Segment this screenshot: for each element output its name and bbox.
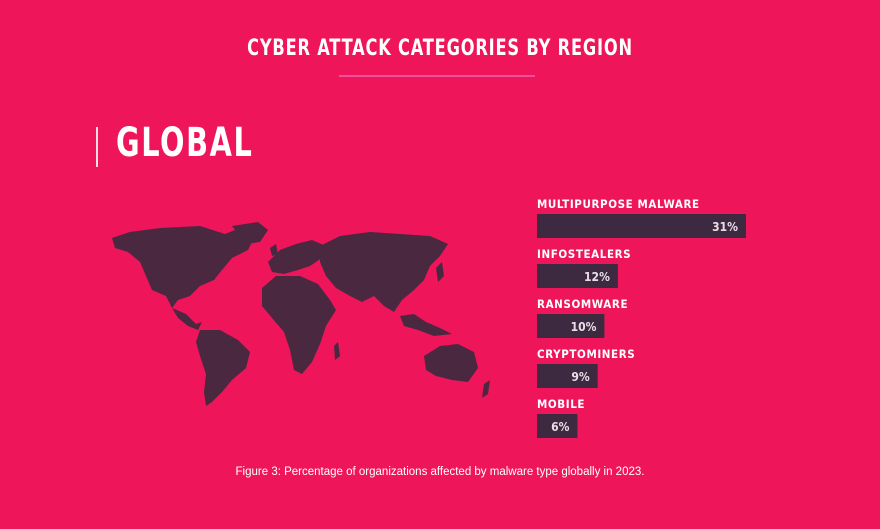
map-south-america	[196, 330, 250, 406]
region-accent-line	[96, 127, 98, 167]
map-madagascar	[334, 342, 340, 360]
value-label: 10%	[571, 320, 597, 334]
bar	[537, 314, 605, 338]
bar	[537, 264, 618, 288]
map-japan	[436, 262, 444, 282]
bar	[537, 364, 598, 388]
value-label: 12%	[584, 270, 610, 284]
map-africa	[262, 276, 336, 374]
map-north-america	[112, 226, 255, 308]
category-label: INFOSTEALERS	[537, 247, 631, 261]
map-new-zealand	[482, 380, 490, 398]
map-central-america	[172, 308, 202, 330]
map-australia	[424, 344, 478, 382]
map-europe	[268, 240, 326, 274]
world-map	[112, 222, 490, 406]
map-greenland	[232, 222, 268, 244]
category-label: RANSOMWARE	[537, 297, 628, 311]
map-uk	[270, 244, 278, 256]
figure-caption: Figure 3: Percentage of organizations af…	[235, 466, 645, 478]
category-label: MOBILE	[537, 397, 585, 411]
value-label: 6%	[551, 420, 570, 434]
map-asia	[320, 232, 448, 312]
map-southeast-asia	[400, 314, 452, 336]
chart-title: CYBER ATTACK CATEGORIES BY REGION	[247, 36, 633, 61]
title-divider	[339, 75, 535, 77]
bar	[537, 214, 746, 238]
bar	[537, 414, 578, 438]
bar-series: MULTIPURPOSE MALWARE 31% INFOSTEALERS 12% RA…	[537, 197, 746, 438]
region-heading: GLOBAL	[116, 120, 254, 166]
value-label: 31%	[712, 220, 738, 234]
category-label: CRYPTOMINERS	[537, 347, 635, 361]
category-label: MULTIPURPOSE MALWARE	[537, 197, 700, 211]
value-label: 9%	[571, 370, 590, 384]
